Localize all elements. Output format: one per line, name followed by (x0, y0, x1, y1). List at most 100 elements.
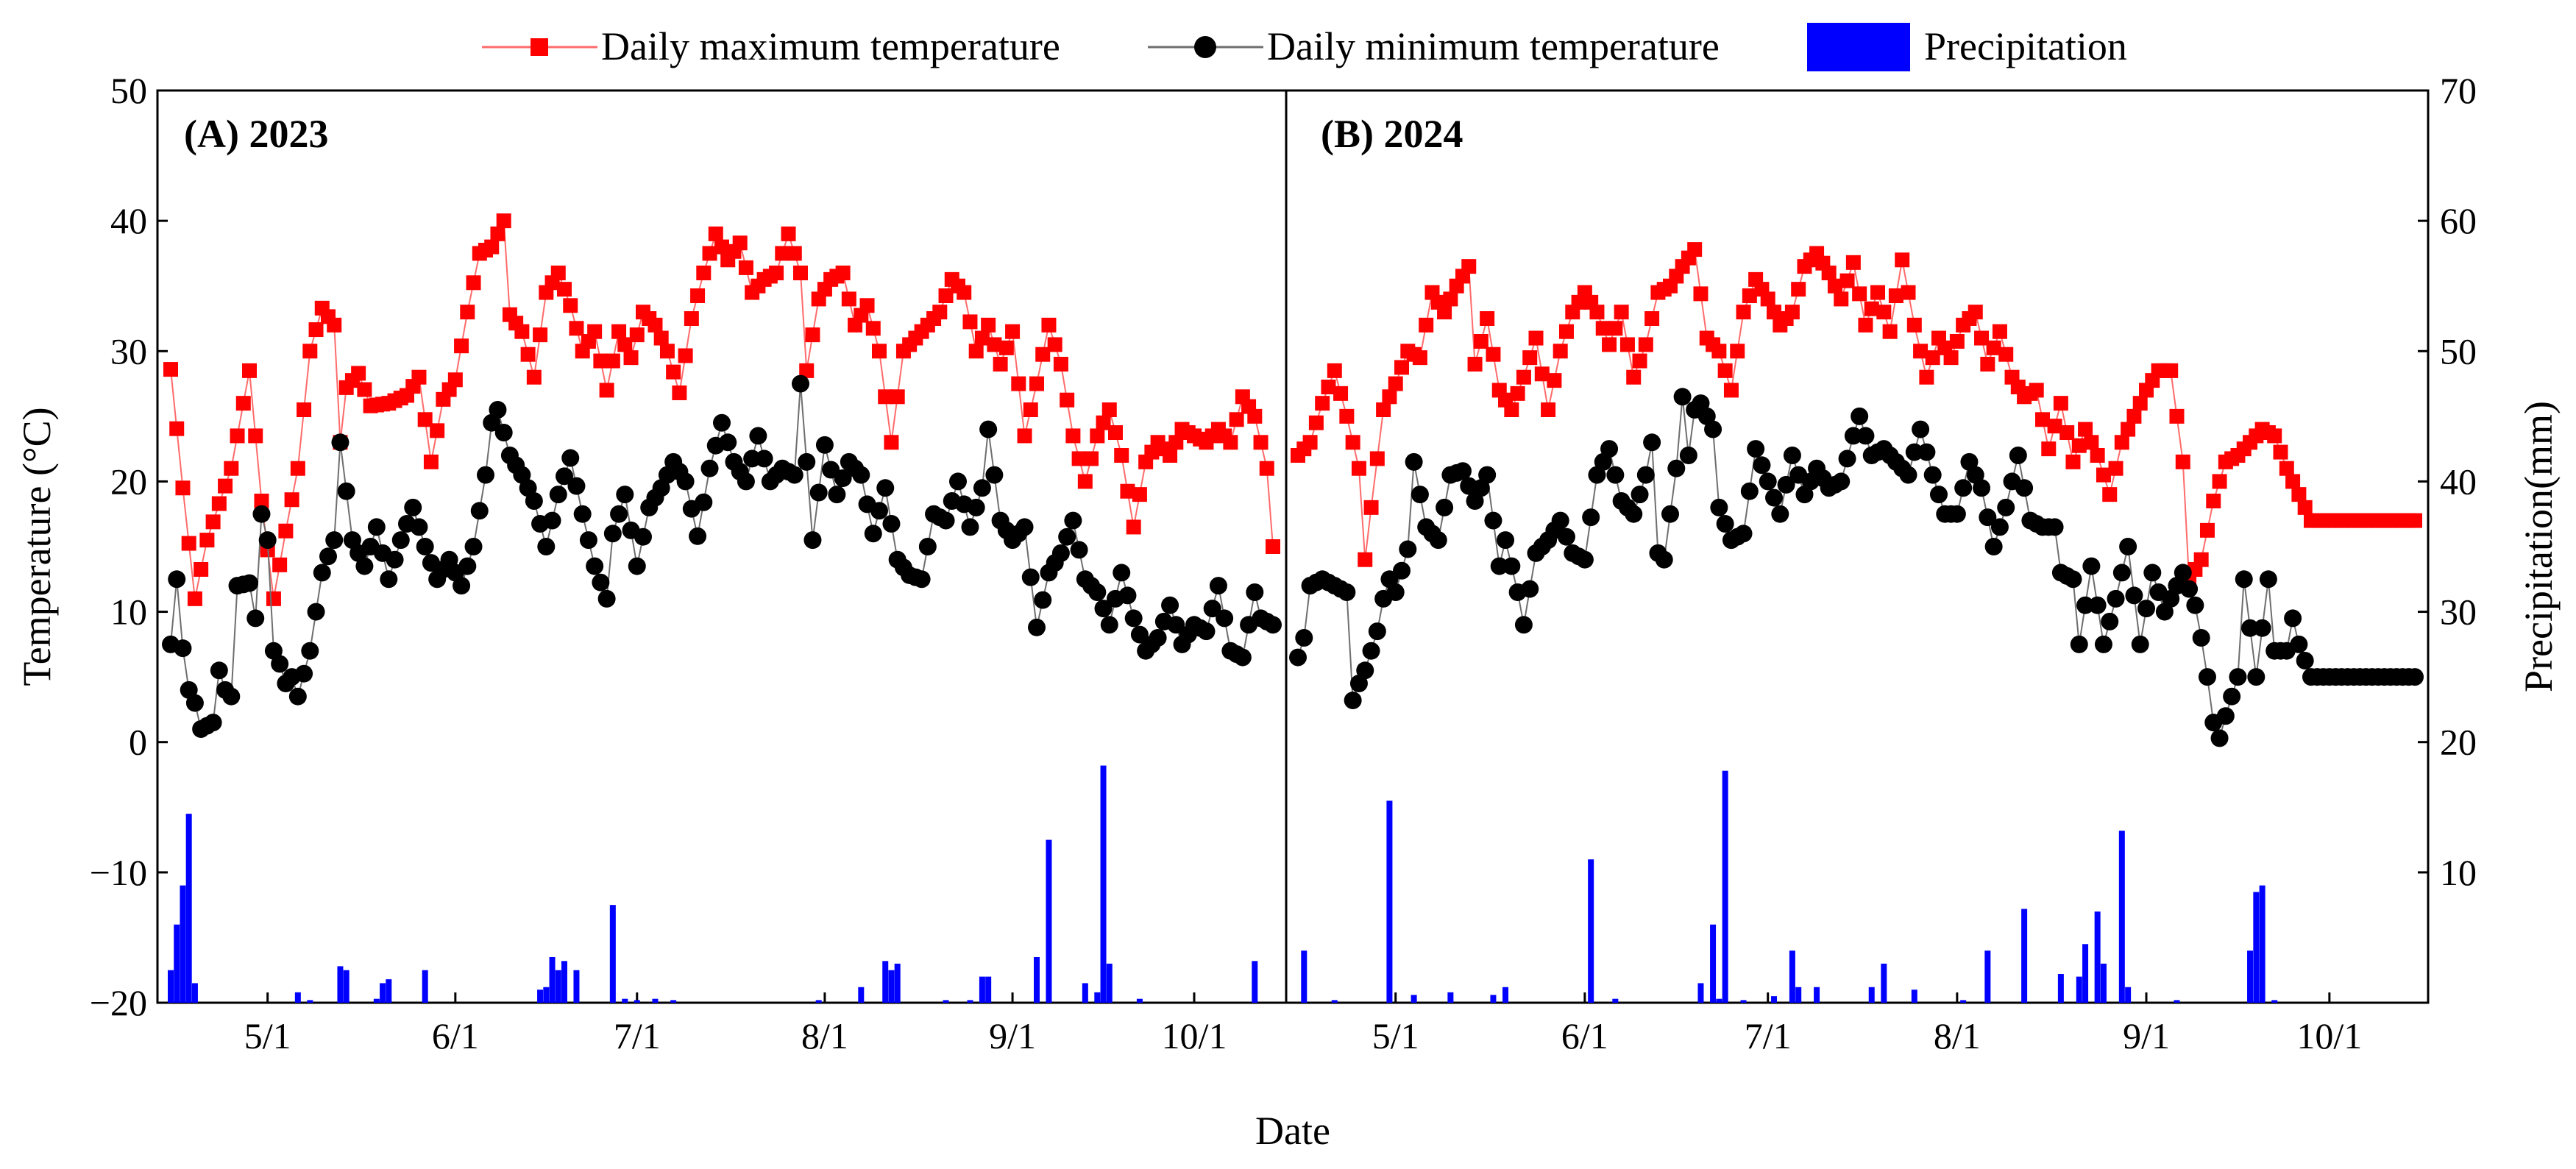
max-temperature-point (1473, 334, 1489, 349)
max-temperature-point (1504, 402, 1519, 417)
precip-bar (979, 976, 985, 1003)
min-temperature-point (815, 436, 834, 454)
y-left-tick-label: −20 (90, 982, 147, 1023)
precip-bar (2125, 987, 2132, 1003)
max-temperature-point (2408, 513, 2422, 528)
max-temperature-point (890, 389, 905, 405)
max-temperature-point (1247, 408, 1263, 424)
min-temperature-point (386, 550, 404, 569)
min-temperature-point (2253, 619, 2271, 637)
x-tick-label: 9/1 (989, 1015, 1036, 1056)
max-temperature-point (357, 382, 372, 397)
max-temperature-point (2175, 454, 2190, 469)
max-temperature-point (1327, 363, 1342, 378)
max-temperature-point (1096, 415, 1111, 430)
min-temperature-point (1264, 616, 1282, 634)
min-temperature-point (1362, 642, 1380, 660)
max-temperature-point (284, 492, 299, 508)
max-temperature-point (2212, 474, 2227, 489)
y-left-tick-label: 10 (110, 591, 147, 633)
precip-bar (670, 1000, 677, 1003)
x-tick-label: 5/1 (244, 1015, 291, 1056)
max-temperature-point (1858, 317, 1873, 333)
max-temperature-point (805, 327, 820, 343)
min-temperature-point (252, 505, 271, 523)
min-temperature-point (1497, 531, 1515, 550)
x-tick-label: 6/1 (1561, 1015, 1608, 1056)
x-axis-title: Date (1255, 1109, 1330, 1153)
min-temperature-point (1783, 447, 1801, 464)
max-temperature-point (1949, 334, 1965, 349)
min-temperature-point (2296, 652, 2314, 669)
min-temperature-point (1990, 518, 2009, 536)
max-temperature-point (235, 396, 251, 411)
max-temperature-point (1467, 357, 1483, 372)
precip-bar (2247, 951, 2254, 1003)
min-temperature-point (494, 424, 513, 441)
max-temperature-point (1547, 373, 1562, 388)
max-temperature-point (732, 235, 748, 251)
min-temperature-point (676, 472, 695, 491)
min-temperature-point (1606, 466, 1625, 484)
precip-bar (561, 961, 567, 1003)
min-temperature-point (1393, 561, 1411, 580)
min-temperature-point (828, 486, 846, 504)
max-temperature-point (872, 344, 887, 359)
max-temperature-point (1998, 347, 2014, 362)
max-temperature-point (1437, 305, 1452, 320)
min-temperature-point (1514, 616, 1533, 634)
min-temperature-point (537, 538, 556, 555)
max-temperature-point (1791, 282, 1806, 297)
precip-bar (2057, 974, 2064, 1003)
max-temperature-point (629, 327, 645, 343)
min-temperature-point (573, 505, 592, 523)
min-temperature-point (2290, 635, 2308, 653)
y-left-tick-label: −10 (90, 852, 147, 893)
max-temperature-point (769, 266, 784, 280)
max-temperature-point (684, 311, 699, 326)
max-temperature-point (666, 364, 681, 380)
x-tick-label: 7/1 (1745, 1015, 1792, 1056)
max-temperature-point (835, 266, 851, 280)
precip-bar (180, 885, 186, 1003)
min-temperature-point (2112, 564, 2131, 582)
min-temperature-point (1453, 462, 1472, 480)
min-temperature-point (1521, 580, 1539, 598)
max-temperature-point (211, 496, 227, 511)
max-temperature-point (1736, 305, 1751, 320)
min-temperature-point (792, 374, 809, 393)
max-temperature-point (417, 412, 433, 427)
min-temperature-point (1734, 525, 1753, 543)
max-temperature-point (290, 461, 305, 476)
max-temperature-point (1834, 291, 1849, 307)
min-temperature-point (1368, 622, 1386, 641)
max-temperature-point (423, 454, 439, 469)
min-temperature-point (597, 589, 616, 608)
min-temperature-point (689, 527, 707, 545)
min-temperature-point (1405, 452, 1423, 471)
y-right-tick-label: 20 (2440, 722, 2477, 763)
max-temperature-point (2065, 454, 2081, 469)
max-temperature-point (1321, 380, 1336, 394)
max-temperature-point (841, 291, 856, 307)
min-temperature-point (410, 518, 428, 536)
min-temperature-point (755, 450, 773, 468)
max-temperature-point (708, 226, 723, 241)
min-temperature-point (2143, 564, 2162, 582)
min-temperature-point (2241, 619, 2260, 637)
min-temperature-point (185, 694, 204, 712)
min-temperature-point (355, 557, 374, 575)
min-temperature-point (222, 687, 241, 706)
precip-bar (2118, 831, 2125, 1003)
max-temperature-point (653, 330, 669, 346)
min-temperature-point (1765, 488, 1784, 507)
min-temperature-point (1216, 609, 1234, 628)
max-temperature-point (1595, 321, 1611, 336)
min-temperature-point (1631, 486, 1649, 504)
max-temperature-point (605, 353, 620, 369)
min-temperature-point (2247, 668, 2265, 686)
min-temperature-point (561, 449, 580, 467)
min-temperature-point (834, 469, 852, 487)
max-temperature-point (599, 383, 614, 398)
max-temperature-point (1730, 344, 1745, 359)
